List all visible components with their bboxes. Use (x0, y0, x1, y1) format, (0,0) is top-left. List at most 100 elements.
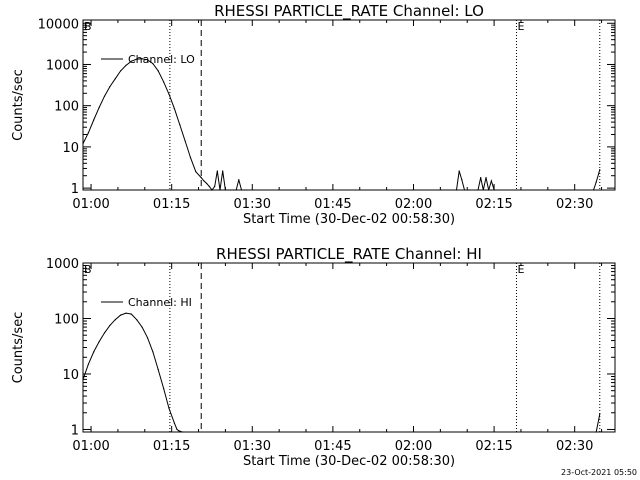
data-point (168, 407, 170, 409)
data-point (146, 337, 149, 339)
data-point (141, 58, 143, 60)
x-tick-label: 01:00 (72, 439, 109, 454)
data-point (488, 189, 490, 191)
data-point (599, 169, 601, 171)
data-point (240, 189, 243, 191)
data-point (195, 171, 197, 173)
data-point (466, 189, 468, 191)
y-tick-label: 100 (54, 100, 79, 115)
data-point (163, 81, 165, 83)
marker-label-e: E (517, 20, 524, 33)
series-line (82, 58, 601, 191)
data-point (152, 63, 154, 65)
data-point (595, 431, 597, 433)
data-point (208, 185, 210, 188)
data-point (173, 422, 175, 424)
data-point (238, 179, 240, 181)
data-point (219, 189, 221, 191)
y-tick-label: 10000 (38, 17, 79, 32)
x-axis-label: Start Time (30-Dec-02 00:58:30) (243, 454, 455, 469)
data-point (109, 86, 111, 88)
data-point (163, 387, 165, 389)
data-point (200, 176, 202, 179)
series-line (82, 312, 601, 433)
data-point (461, 179, 463, 181)
data-point (120, 70, 122, 72)
legend-label: Channel: LO (128, 53, 195, 66)
data-point (216, 170, 218, 172)
data-point (136, 58, 138, 60)
data-point (493, 189, 495, 191)
x-tick-label: 02:30 (556, 439, 593, 454)
x-tick-label: 01:45 (314, 439, 351, 454)
data-point (458, 170, 460, 172)
data-point (480, 176, 482, 179)
data-point (179, 123, 181, 126)
data-point (180, 430, 182, 433)
x-tick-label: 01:30 (234, 439, 271, 454)
data-point (485, 176, 487, 179)
data-point (141, 326, 143, 328)
data-point (109, 324, 111, 327)
data-point (463, 189, 466, 191)
x-tick-label: 02:30 (556, 197, 593, 212)
data-point (469, 189, 471, 191)
data-point (157, 368, 159, 371)
data-point (211, 189, 213, 191)
y-tick-label: 1000 (46, 257, 79, 272)
data-point (93, 351, 95, 353)
data-point (243, 189, 245, 191)
data-point (82, 378, 84, 380)
data-point (152, 351, 154, 353)
data-point (599, 413, 601, 415)
data-point (595, 181, 597, 183)
x-tick-label: 01:15 (153, 197, 190, 212)
x-tick-label: 01:30 (234, 197, 271, 212)
y-tick-label: 100 (54, 312, 79, 327)
x-tick-label: 02:00 (395, 439, 432, 454)
data-point (490, 180, 493, 182)
data-point (477, 189, 479, 191)
data-point (114, 78, 116, 80)
marker-label-b: B (84, 263, 92, 276)
data-point (203, 180, 205, 182)
data-point (157, 70, 159, 72)
chart-title: RHESSI PARTICLE_RATE Channel: HI (216, 245, 482, 264)
data-point (114, 319, 116, 321)
data-point (98, 341, 100, 343)
plot-frame (82, 262, 616, 433)
data-point (103, 95, 106, 97)
data-point (87, 363, 89, 365)
data-point (168, 93, 170, 95)
y-tick-label: 10 (62, 368, 79, 383)
x-tick-label: 02:15 (475, 439, 512, 454)
data-point (176, 428, 178, 431)
y-tick-label: 10 (62, 141, 79, 156)
marker-label-b: B (84, 20, 92, 33)
data-point (222, 170, 224, 172)
data-point (125, 64, 127, 66)
y-tick-label: 1000 (46, 58, 79, 73)
data-point (592, 189, 595, 191)
data-point (189, 157, 192, 159)
data-point (178, 430, 180, 432)
x-tick-label: 01:45 (314, 197, 351, 212)
data-point (136, 319, 138, 321)
x-axis-label: Start Time (30-Dec-02 00:58:30) (243, 212, 455, 227)
y-tick-label: 1 (71, 182, 79, 197)
data-point (130, 313, 132, 315)
data-point (227, 189, 229, 191)
data-point (103, 332, 106, 334)
data-point (98, 106, 100, 109)
data-point (184, 140, 186, 142)
data-point (173, 107, 175, 110)
data-point (125, 312, 127, 314)
data-point (235, 189, 237, 191)
data-point (205, 182, 208, 185)
data-point (455, 189, 458, 191)
marker-label-e: E (517, 263, 524, 276)
x-tick-label: 01:00 (72, 197, 109, 212)
x-tick-label: 02:00 (395, 197, 432, 212)
data-point (87, 132, 89, 134)
